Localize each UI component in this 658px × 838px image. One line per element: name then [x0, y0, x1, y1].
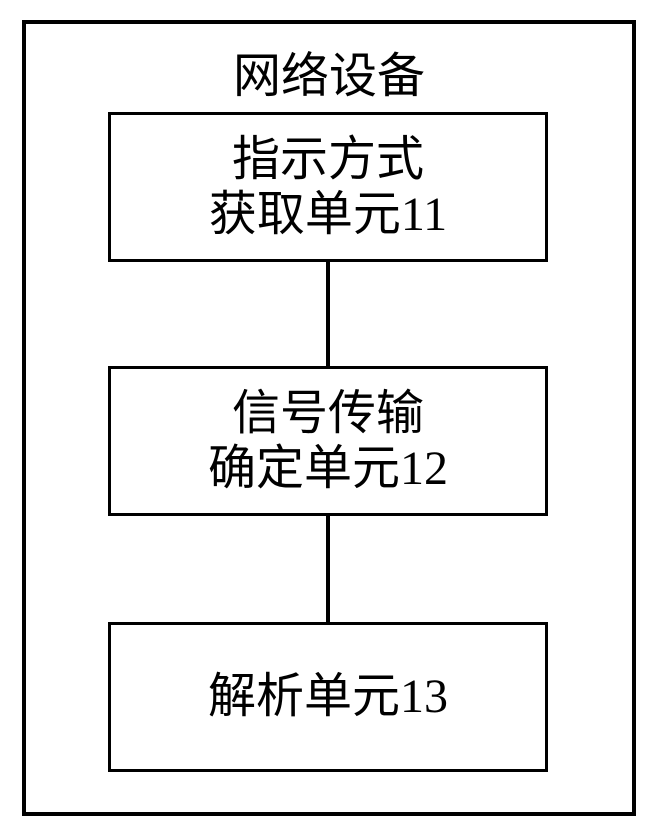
connector-1-2 — [326, 262, 330, 366]
node-line1: 指示方式 — [232, 132, 424, 187]
diagram-title: 网络设备 — [0, 36, 658, 106]
connector-2-3 — [326, 516, 330, 622]
node-indication-method-acquisition-unit: 指示方式 获取单元11 — [108, 112, 548, 262]
node-signal-transmission-determination-unit: 信号传输 确定单元12 — [108, 366, 548, 516]
node-line2: 解析单元13 — [208, 669, 448, 724]
node-line1: 信号传输 — [232, 386, 424, 441]
node-parsing-unit: 解析单元13 — [108, 622, 548, 772]
node-line2: 确定单元12 — [208, 441, 448, 496]
node-line2: 获取单元11 — [209, 187, 447, 242]
